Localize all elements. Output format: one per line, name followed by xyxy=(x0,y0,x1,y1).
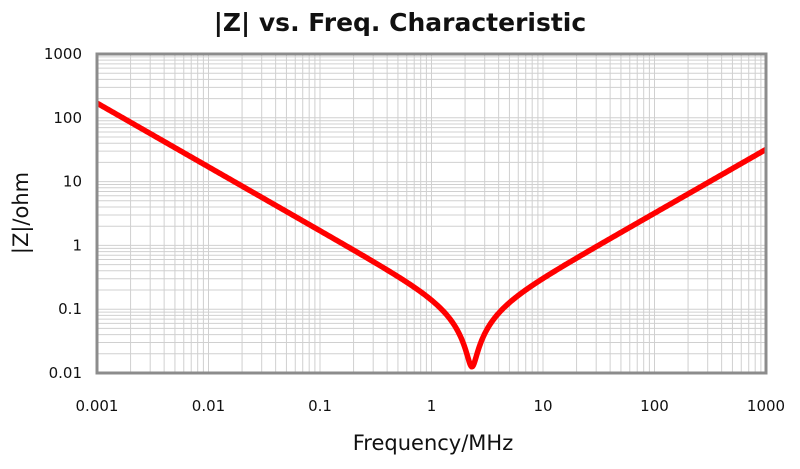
y-tick-label: 1 xyxy=(72,236,82,254)
y-tick-label: 1000 xyxy=(44,45,82,63)
plot-frame xyxy=(95,52,768,375)
x-tick-label: 1 xyxy=(427,397,437,415)
x-tick-label: 10 xyxy=(533,397,552,415)
impedance-line xyxy=(95,100,768,370)
x-axis-label: Frequency/MHz xyxy=(353,431,514,455)
y-axis-tick-labels: 0.01 0.1 1 10 100 1000 xyxy=(44,45,82,382)
x-tick-label: 0.1 xyxy=(308,397,332,415)
y-tick-label: 100 xyxy=(53,109,82,127)
y-axis-label: |Z|/ohm xyxy=(9,172,34,254)
x-tick-label: 0.001 xyxy=(76,397,119,415)
y-tick-label: 0.1 xyxy=(58,300,82,318)
grid-lines xyxy=(96,54,766,374)
x-axis-tick-labels: 0.001 0.01 0.1 1 10 100 1000 xyxy=(76,397,786,415)
chart-title: |Z| vs. Freq. Characteristic xyxy=(214,8,586,37)
y-tick-label: 0.01 xyxy=(49,364,82,382)
x-tick-label: 0.01 xyxy=(192,397,225,415)
y-tick-label: 10 xyxy=(63,173,82,191)
x-tick-label: 1000 xyxy=(747,397,785,415)
impedance-curve xyxy=(95,100,768,370)
x-tick-label: 100 xyxy=(640,397,669,415)
